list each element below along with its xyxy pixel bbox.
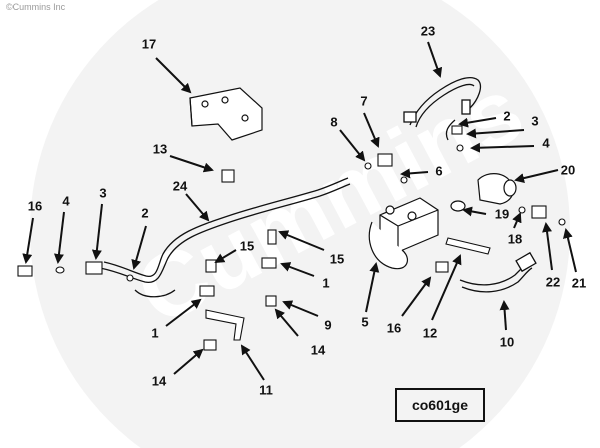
callout-23: 23 [420, 23, 436, 39]
callout-1-right: 1 [322, 275, 330, 291]
callout-10: 10 [499, 334, 515, 350]
callout-4-left: 4 [62, 193, 70, 209]
callout-22: 22 [545, 274, 561, 290]
tube-assembly-10 [459, 251, 537, 293]
figure-id-box: co601ge [395, 388, 485, 422]
callout-15-right: 15 [329, 251, 345, 267]
small-parts [17, 125, 566, 351]
callout-7: 7 [360, 93, 368, 109]
callout-1-left: 1 [151, 325, 159, 341]
bracket-17 [189, 87, 263, 141]
callout-24: 24 [172, 178, 188, 194]
callout-2: 2 [503, 108, 511, 124]
callout-8: 8 [330, 114, 338, 130]
callout-5: 5 [361, 314, 369, 330]
callout-16-right: 16 [386, 320, 402, 336]
callout-14-right: 14 [310, 342, 326, 358]
callout-20: 20 [560, 162, 576, 178]
callout-4: 4 [542, 135, 550, 151]
valve-block-5 [368, 197, 439, 270]
callout-17: 17 [141, 36, 157, 52]
fitting-20 [450, 173, 517, 212]
callout-arrows [22, 41, 577, 381]
tube-assembly-24 [99, 177, 351, 298]
callout-15-left: 15 [239, 238, 255, 254]
callout-2-left: 2 [141, 205, 149, 221]
callout-6: 6 [435, 163, 443, 179]
callout-3-left: 3 [99, 185, 107, 201]
callout-21: 21 [571, 275, 587, 291]
callout-9: 9 [324, 317, 332, 333]
tube-assembly-23 [403, 76, 482, 141]
callout-16-left: 16 [27, 198, 43, 214]
callout-12: 12 [422, 325, 438, 341]
callout-18: 18 [507, 231, 523, 247]
figure-id: co601ge [411, 397, 469, 413]
callout-3: 3 [531, 113, 539, 129]
copyright-notice: ©Cummins Inc [6, 2, 66, 12]
callout-13: 13 [152, 141, 168, 157]
watermark: Cummins [30, 0, 570, 448]
callout-19: 19 [494, 206, 510, 222]
callout-11: 11 [259, 382, 273, 398]
callout-14-left: 14 [151, 373, 167, 389]
